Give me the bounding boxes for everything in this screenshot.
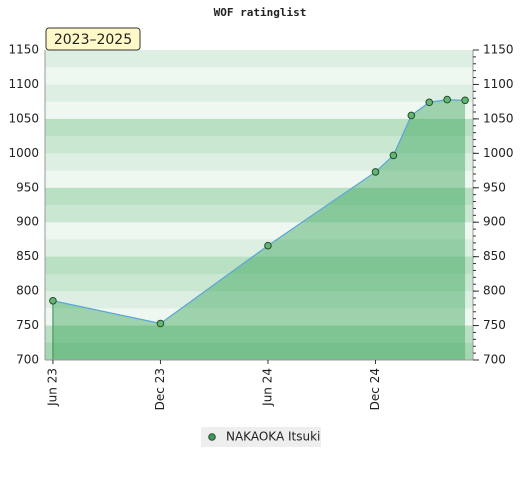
y-tick-label: 1000 — [8, 146, 39, 160]
y2-tick-label: 1050 — [483, 111, 514, 125]
stripe — [45, 50, 473, 68]
y-tick-label: 800 — [16, 284, 39, 298]
y2-tick-label: 1150 — [483, 43, 514, 57]
stripe — [45, 118, 473, 137]
point — [371, 168, 380, 176]
stripe — [45, 222, 473, 240]
point — [425, 98, 434, 107]
stripe — [45, 84, 473, 103]
stripe — [45, 239, 473, 258]
y-tick-label: 700 — [16, 353, 39, 367]
point — [389, 151, 398, 160]
stripe — [45, 187, 473, 206]
x-tick-label: Jun 23 — [45, 368, 59, 407]
point — [461, 96, 469, 105]
stripe — [45, 342, 473, 361]
stripe — [45, 67, 473, 85]
area — [52, 99, 466, 360]
stripe — [45, 273, 473, 292]
y2-tick-label: 800 — [483, 284, 506, 298]
stripe — [45, 136, 473, 154]
y-tick-label: 750 — [16, 318, 39, 332]
stripe — [45, 205, 473, 223]
stripe — [45, 101, 473, 120]
y-tick-label: 1150 — [8, 43, 39, 57]
plot-area — [45, 50, 473, 361]
stripe — [45, 170, 473, 189]
y-tick-label: 850 — [16, 249, 39, 263]
y-tick-label: 950 — [16, 180, 39, 194]
x-tick-label: Jun 24 — [260, 368, 274, 407]
point — [156, 319, 165, 328]
y2-tick-label: 900 — [483, 215, 506, 229]
y-tick-label: 1050 — [8, 111, 39, 125]
y-tick-label: 900 — [16, 215, 39, 229]
y2-tick-label: 950 — [483, 180, 506, 194]
x-tick-label: Dec 24 — [368, 368, 382, 410]
point — [443, 95, 451, 104]
y2-tick-label: 700 — [483, 353, 506, 367]
chart-title: WOF ratinglist — [214, 6, 307, 19]
y-tick-label: 1100 — [8, 77, 39, 91]
stripe — [45, 325, 473, 344]
point — [49, 296, 57, 305]
point — [407, 111, 416, 120]
badge-box — [45, 27, 141, 51]
y2-tick-label: 1000 — [483, 146, 514, 160]
y2-tick-label: 750 — [483, 318, 506, 332]
legend-label: NAKAOKA Itsuki — [226, 430, 320, 444]
stripe — [45, 256, 473, 275]
point — [264, 241, 272, 250]
stripe — [45, 291, 473, 309]
x-tick-label: Dec 23 — [153, 368, 167, 410]
y2-tick-label: 1100 — [483, 77, 514, 91]
y2-tick-label: 850 — [483, 249, 506, 263]
legend-box — [201, 427, 321, 447]
badge: 2023–2025 — [54, 32, 132, 48]
legend-marker — [208, 433, 216, 441]
stripe — [45, 153, 473, 172]
